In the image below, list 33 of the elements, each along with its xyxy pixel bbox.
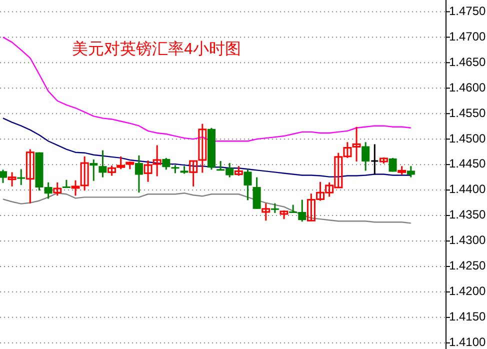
y-tick-label: 1.4150 xyxy=(449,310,486,324)
y-tick-label: 1.4700 xyxy=(449,29,486,44)
candlestick xyxy=(90,158,98,182)
candlestick xyxy=(406,165,415,178)
candlestick xyxy=(262,202,270,222)
candlestick xyxy=(270,202,279,214)
y-tick-label: 1.4550 xyxy=(449,106,486,120)
y-tick-label: 1.4750 xyxy=(449,4,486,18)
y-tick-label: 1.4600 xyxy=(449,80,486,94)
candlestick xyxy=(17,168,26,186)
candlestick xyxy=(8,171,16,188)
y-tick-label: 1.4200 xyxy=(449,284,486,298)
candlestick xyxy=(252,176,261,210)
candlestick xyxy=(53,182,62,196)
y-tick-label: 1.4400 xyxy=(449,182,486,196)
y-tick-label: 1.4650 xyxy=(449,54,486,69)
y-tick-label: 1.4250 xyxy=(449,258,486,273)
candlestick xyxy=(98,150,107,178)
candlestick xyxy=(234,165,243,177)
y-tick-label: 1.4300 xyxy=(449,233,486,248)
candlestick xyxy=(162,157,170,170)
line-series xyxy=(2,36,412,142)
candlestick xyxy=(370,143,379,176)
candlestick xyxy=(26,148,34,204)
candlestick xyxy=(134,154,143,194)
candlestick xyxy=(244,168,252,201)
y-tick-label: 1.4450 xyxy=(449,156,486,171)
y-tick-label: 1.4350 xyxy=(449,208,486,222)
candlestick xyxy=(362,141,370,172)
y-tick-label: 1.4500 xyxy=(449,131,486,146)
candlestick xyxy=(388,157,397,172)
y-tick-label: 1.4100 xyxy=(449,335,486,349)
text: 美元对英镑汇率4小时图 xyxy=(72,40,241,58)
